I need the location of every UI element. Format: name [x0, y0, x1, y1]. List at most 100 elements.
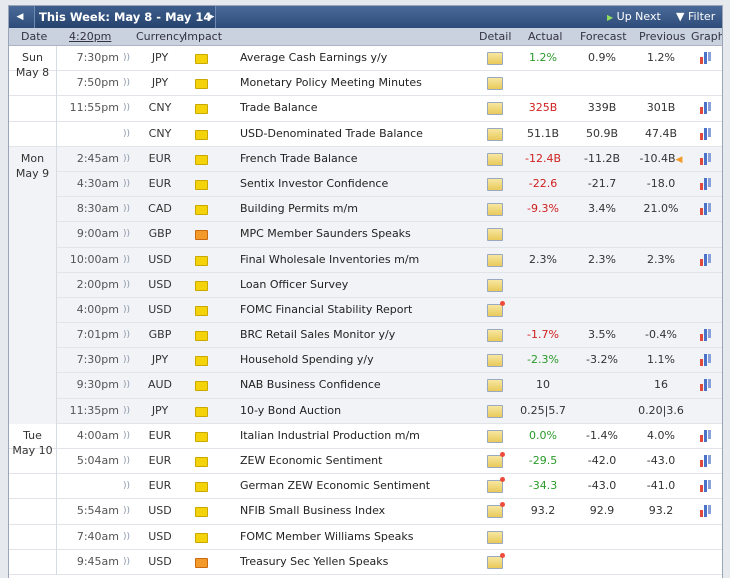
detail-folder-icon[interactable] [487, 354, 503, 368]
event-title[interactable]: MPC Member Saunders Speaks [240, 227, 411, 241]
event-title[interactable]: Average Cash Earnings y/y [240, 51, 388, 64]
next-week-arrow-icon[interactable]: ▶ [207, 12, 215, 22]
event-title[interactable]: Monetary Policy Meeting Minutes [240, 76, 422, 90]
graph-icon[interactable] [700, 102, 712, 115]
table-row[interactable]: 11:35pm)) JPY 10-y Bond Auction 0.25|5.7 0.2… [9, 398, 722, 424]
detail-folder-icon[interactable] [487, 552, 505, 569]
event-title[interactable]: FOMC Financial Stability Report [240, 302, 413, 316]
up-next-button[interactable]: ▶ Up Next [607, 6, 661, 28]
prev-week-arrow-icon[interactable]: ◀ [16, 12, 24, 22]
detail-folder-icon[interactable] [487, 502, 505, 519]
table-row[interactable]: 7:30pm)) JPY Average Cash Earnings y/y 1.2%… [9, 46, 722, 72]
sound-icon[interactable]: )) [123, 78, 131, 89]
graph-icon[interactable] [700, 152, 712, 165]
event-title[interactable]: NAB Business Confidence [240, 378, 381, 392]
sound-icon[interactable]: )) [123, 204, 131, 215]
sound-icon[interactable]: )) [123, 304, 131, 315]
graph-icon[interactable] [700, 480, 712, 493]
sound-icon[interactable]: )) [123, 229, 131, 240]
event-title[interactable]: USD-Denominated Trade Balance [240, 126, 423, 140]
table-row[interactable]: 7:30pm)) JPY Household Spending y/y -2.3% -3… [9, 348, 722, 374]
sound-icon[interactable]: )) [123, 456, 131, 466]
table-row[interactable]: )) CNY USD-Denominated Trade Balance 51.1B 5… [9, 121, 722, 147]
table-row[interactable]: 4:00pm)) USD FOMC Financial Stability Repo… [9, 297, 722, 324]
col-time[interactable]: 4:20pm [69, 30, 112, 43]
detail-folder-icon[interactable] [487, 127, 503, 141]
detail-folder-icon[interactable] [487, 152, 503, 166]
sound-icon[interactable]: )) [123, 531, 131, 542]
event-title[interactable]: German ZEW Economic Sentiment [240, 479, 431, 493]
sound-icon[interactable]: )) [123, 481, 131, 492]
detail-folder-icon[interactable] [487, 52, 503, 65]
table-row[interactable]: 10:00am)) USD Final Wholesale Inventories … [9, 247, 722, 273]
event-title[interactable]: Trade Balance [240, 101, 318, 115]
sound-icon[interactable]: )) [123, 556, 131, 567]
event-title[interactable]: Final Wholesale Inventories m/m [240, 252, 420, 266]
table-row[interactable]: 9:30pm)) AUD NAB Business Confidence 10 16 [9, 373, 722, 399]
table-row[interactable]: 7:01pm)) GBP BRC Retail Sales Monitor y/y -… [9, 323, 722, 349]
sound-icon[interactable]: )) [123, 380, 131, 391]
sound-icon[interactable]: )) [123, 279, 131, 290]
table-row[interactable]: 2:00pm)) USD Loan Officer Survey [9, 272, 722, 298]
sound-icon[interactable]: )) [123, 254, 131, 265]
sound-icon[interactable]: )) [123, 405, 131, 416]
graph-icon[interactable] [700, 203, 712, 216]
filter-button[interactable]: ▼ Filter [676, 6, 715, 28]
detail-folder-icon[interactable] [487, 379, 503, 393]
event-title[interactable]: 10-y Bond Auction [240, 403, 342, 417]
sound-icon[interactable]: )) [123, 178, 131, 189]
sound-icon[interactable]: )) [123, 103, 131, 114]
event-title[interactable]: NFIB Small Business Index [240, 504, 386, 518]
table-row[interactable]: 8:30am)) CAD Building Permits m/m -9.3% 3.4%… [9, 197, 722, 223]
graph-icon[interactable] [700, 329, 712, 342]
graph-icon[interactable] [700, 253, 712, 266]
table-row[interactable]: 4:30am)) EUR Sentix Investor Confidence -22… [9, 171, 722, 198]
event-title[interactable]: Treasury Sec Yellen Speaks [240, 554, 389, 568]
table-row[interactable]: 11:55pm)) CNY Trade Balance 325B 339B 301B [9, 96, 722, 122]
detail-folder-icon[interactable] [487, 77, 503, 91]
sound-icon[interactable]: )) [123, 153, 131, 164]
detail-folder-icon[interactable] [487, 278, 503, 292]
event-title[interactable]: FOMC Member Williams Speaks [240, 529, 414, 543]
graph-icon[interactable] [700, 505, 712, 518]
detail-folder-icon[interactable] [487, 253, 503, 267]
event-title[interactable]: Building Permits m/m [240, 202, 358, 216]
detail-folder-icon[interactable] [487, 530, 503, 544]
table-row[interactable]: 7:40am)) USD FOMC Member Williams Speaks [9, 524, 722, 550]
detail-folder-icon[interactable] [487, 177, 503, 191]
sound-icon[interactable]: )) [123, 506, 131, 517]
graph-icon[interactable] [700, 127, 712, 140]
graph-icon[interactable] [700, 354, 712, 367]
event-title[interactable]: Italian Industrial Production m/m [240, 428, 420, 442]
graph-icon[interactable] [700, 52, 712, 64]
week-label[interactable]: This Week: May 8 - May 14 [34, 6, 217, 28]
table-row[interactable]: 5:54am)) USD NFIB Small Business Index 93.2… [9, 499, 722, 525]
table-row[interactable]: 4:00am)) EUR Italian Industrial Production… [9, 423, 722, 449]
sound-icon[interactable]: )) [123, 355, 131, 366]
sound-icon[interactable]: )) [123, 128, 131, 139]
graph-icon[interactable] [700, 177, 712, 190]
sound-icon[interactable]: )) [123, 330, 131, 341]
detail-folder-icon[interactable] [487, 228, 503, 242]
graph-icon[interactable] [700, 455, 712, 467]
graph-icon[interactable] [700, 429, 712, 442]
graph-icon[interactable] [700, 379, 712, 392]
event-title[interactable]: BRC Retail Sales Monitor y/y [240, 328, 396, 342]
detail-folder-icon[interactable] [487, 300, 505, 317]
table-row[interactable]: 9:45am)) USD Treasury Sec Yellen Speaks [9, 549, 722, 575]
detail-folder-icon[interactable] [487, 102, 503, 116]
table-row[interactable]: 2:45am)) EUR French Trade Balance -12.4B -11… [9, 146, 722, 172]
event-title[interactable]: Loan Officer Survey [240, 277, 349, 291]
detail-folder-icon[interactable] [487, 429, 503, 443]
event-title[interactable]: Sentix Investor Confidence [240, 176, 389, 190]
table-row[interactable]: 5:04am)) EUR ZEW Economic Sentiment -29.5 -4… [9, 449, 722, 475]
table-row[interactable]: 9:00am)) GBP MPC Member Saunders Speaks [9, 222, 722, 248]
sound-icon[interactable]: )) [123, 53, 131, 63]
sound-icon[interactable]: )) [123, 430, 131, 441]
detail-folder-icon[interactable] [487, 452, 505, 468]
table-row[interactable]: )) EUR German ZEW Economic Sentiment -34.3 -… [9, 474, 722, 500]
event-title[interactable]: Household Spending y/y [240, 353, 374, 367]
table-row[interactable]: 7:50pm)) JPY Monetary Policy Meeting Minut… [9, 71, 722, 97]
event-title[interactable]: French Trade Balance [240, 151, 358, 165]
detail-folder-icon[interactable] [487, 477, 505, 494]
